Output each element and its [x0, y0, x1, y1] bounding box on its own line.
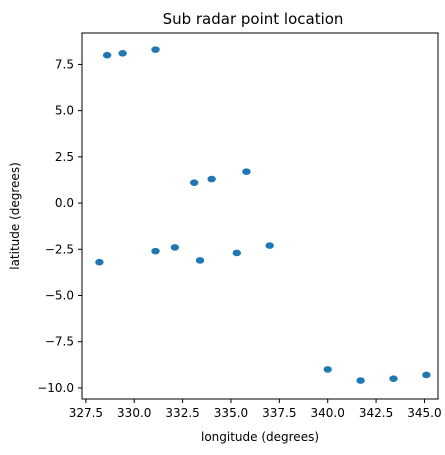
y-tick-label: 2.5 — [55, 150, 74, 164]
y-axis-label: latitude (degrees) — [8, 162, 22, 270]
plot-frame — [81, 32, 439, 400]
data-point — [207, 175, 216, 183]
data-point — [102, 51, 112, 59]
data-point — [95, 258, 104, 266]
data-point — [232, 249, 241, 257]
x-tick-label: 345.0 — [407, 406, 441, 420]
x-axis-label: longitude (degrees) — [201, 430, 319, 444]
x-axis-ticks: 327.5 330.0 332.5 335.0 337.5 340.0 342.5 345.0 — [69, 399, 442, 420]
x-tick-label: 335.0 — [214, 406, 248, 420]
y-tick-label: −5.0 — [45, 288, 74, 302]
x-tick-label: 337.5 — [262, 406, 296, 420]
data-point — [170, 244, 180, 251]
data-point — [356, 377, 365, 384]
data-point — [118, 50, 127, 57]
data-point — [389, 375, 398, 382]
y-tick-label: 0.0 — [55, 196, 74, 210]
x-tick-label: 332.5 — [165, 406, 199, 420]
data-point — [151, 46, 160, 53]
x-tick-label: 330.0 — [117, 406, 151, 420]
data-point — [195, 257, 205, 264]
y-tick-label: 5.0 — [55, 104, 74, 118]
chart-title: Sub radar point location — [163, 10, 344, 28]
x-tick-label: 327.5 — [69, 406, 103, 420]
y-axis-ticks: 7.5 5.0 2.5 0.0 −2.5 −5.0 −7.5 −10.0 — [37, 57, 82, 395]
x-tick-label: 340.0 — [311, 406, 345, 420]
data-point — [265, 242, 274, 249]
plot-area — [95, 46, 431, 384]
data-point — [151, 247, 160, 255]
x-tick-label: 342.5 — [359, 406, 393, 420]
y-tick-label: −2.5 — [45, 242, 74, 256]
data-point — [242, 168, 251, 175]
y-tick-label: 7.5 — [55, 57, 74, 71]
data-point — [190, 179, 199, 187]
y-tick-label: −7.5 — [45, 335, 74, 349]
y-tick-label: −10.0 — [37, 381, 74, 395]
data-point — [323, 366, 332, 373]
data-point — [422, 371, 431, 379]
